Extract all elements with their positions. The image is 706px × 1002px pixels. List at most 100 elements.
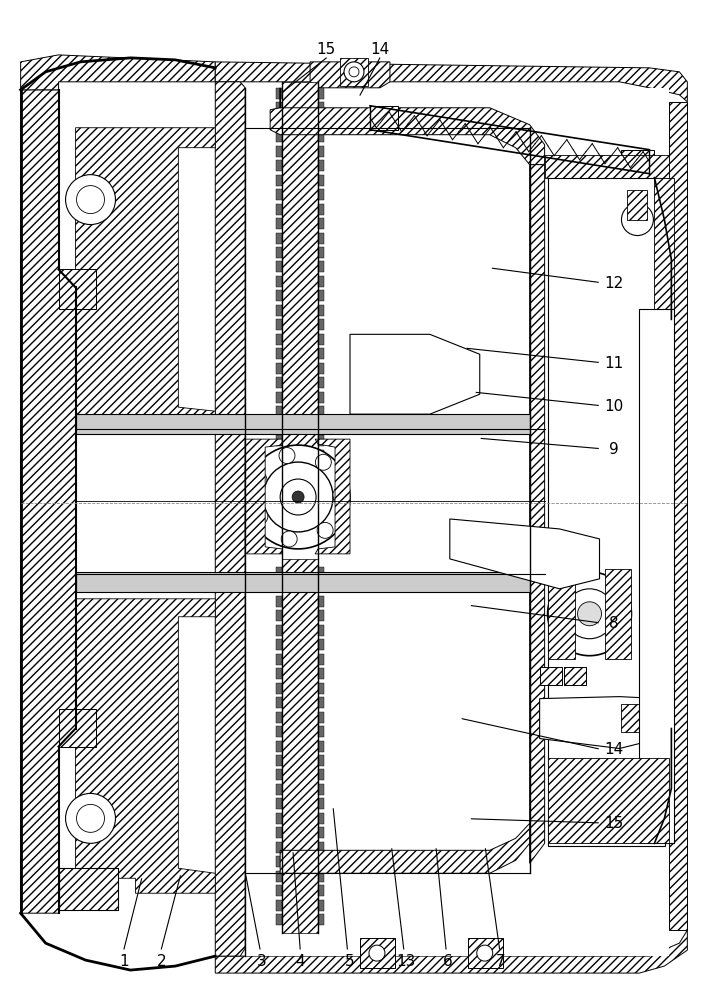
Bar xyxy=(276,828,282,839)
Bar xyxy=(539,667,561,685)
Bar xyxy=(318,726,324,737)
Bar xyxy=(318,639,324,650)
Circle shape xyxy=(281,531,297,547)
Bar xyxy=(318,277,324,288)
Text: 4: 4 xyxy=(295,954,305,969)
Bar xyxy=(621,703,652,731)
Text: 13: 13 xyxy=(396,954,416,969)
Bar xyxy=(318,89,324,99)
Polygon shape xyxy=(370,106,398,130)
Bar xyxy=(276,842,282,853)
Bar xyxy=(318,450,324,461)
Bar xyxy=(276,292,282,302)
Circle shape xyxy=(66,175,116,225)
Circle shape xyxy=(76,186,104,214)
Text: 8: 8 xyxy=(609,615,618,630)
Bar xyxy=(276,320,282,331)
Circle shape xyxy=(263,463,333,532)
Bar xyxy=(276,857,282,868)
Text: 15: 15 xyxy=(604,816,623,831)
Circle shape xyxy=(621,204,654,236)
Bar xyxy=(318,871,324,882)
Polygon shape xyxy=(669,102,688,930)
Bar xyxy=(276,900,282,911)
Text: 6: 6 xyxy=(443,954,453,969)
Polygon shape xyxy=(215,930,688,973)
Bar xyxy=(276,306,282,317)
Polygon shape xyxy=(59,708,95,746)
Polygon shape xyxy=(76,128,215,430)
Bar xyxy=(276,726,282,737)
Text: 11: 11 xyxy=(604,356,623,371)
Bar xyxy=(318,596,324,607)
Bar xyxy=(318,393,324,403)
Bar xyxy=(318,161,324,172)
Bar xyxy=(318,421,324,432)
Bar xyxy=(276,886,282,897)
Bar xyxy=(640,310,674,844)
Polygon shape xyxy=(350,335,480,415)
Bar xyxy=(318,175,324,186)
Bar xyxy=(276,813,282,824)
Bar xyxy=(318,364,324,375)
Bar xyxy=(276,770,282,781)
Bar xyxy=(276,756,282,767)
Bar xyxy=(276,161,282,172)
Bar xyxy=(318,117,324,128)
Bar xyxy=(468,938,503,968)
Bar xyxy=(276,450,282,461)
Bar xyxy=(276,654,282,665)
Polygon shape xyxy=(215,83,245,956)
Bar xyxy=(276,567,282,578)
Polygon shape xyxy=(282,559,318,933)
Bar xyxy=(276,785,282,796)
Circle shape xyxy=(477,945,493,961)
Polygon shape xyxy=(20,56,215,91)
Bar xyxy=(628,190,647,220)
Bar xyxy=(276,103,282,114)
Bar xyxy=(276,914,282,925)
Bar xyxy=(318,668,324,679)
Bar xyxy=(276,263,282,274)
Circle shape xyxy=(66,794,116,844)
Bar xyxy=(276,218,282,229)
Bar xyxy=(276,740,282,752)
Bar xyxy=(276,421,282,432)
Bar xyxy=(318,610,324,621)
Bar xyxy=(276,465,282,476)
Text: 14: 14 xyxy=(604,741,623,757)
Polygon shape xyxy=(215,63,688,102)
Bar xyxy=(276,233,282,244)
Bar xyxy=(276,393,282,403)
Text: 7: 7 xyxy=(496,954,505,969)
Polygon shape xyxy=(450,519,599,589)
Polygon shape xyxy=(310,63,390,89)
Bar xyxy=(318,914,324,925)
Bar xyxy=(276,277,282,288)
Bar xyxy=(318,146,324,157)
Bar xyxy=(276,610,282,621)
Circle shape xyxy=(252,509,268,525)
Text: 5: 5 xyxy=(345,954,354,969)
Circle shape xyxy=(369,945,385,961)
Polygon shape xyxy=(621,150,654,174)
Bar xyxy=(318,233,324,244)
Polygon shape xyxy=(76,599,215,894)
Bar xyxy=(318,828,324,839)
Bar xyxy=(276,378,282,389)
Bar xyxy=(276,436,282,447)
Circle shape xyxy=(317,523,333,539)
Bar xyxy=(276,799,282,810)
Polygon shape xyxy=(548,569,575,659)
Bar xyxy=(318,900,324,911)
Bar xyxy=(318,785,324,796)
Bar xyxy=(318,567,324,578)
Polygon shape xyxy=(270,89,544,165)
Bar xyxy=(318,770,324,781)
Bar xyxy=(318,740,324,752)
Circle shape xyxy=(246,446,350,549)
Bar xyxy=(318,132,324,143)
Circle shape xyxy=(76,805,104,833)
Polygon shape xyxy=(604,569,631,659)
Circle shape xyxy=(316,455,331,471)
